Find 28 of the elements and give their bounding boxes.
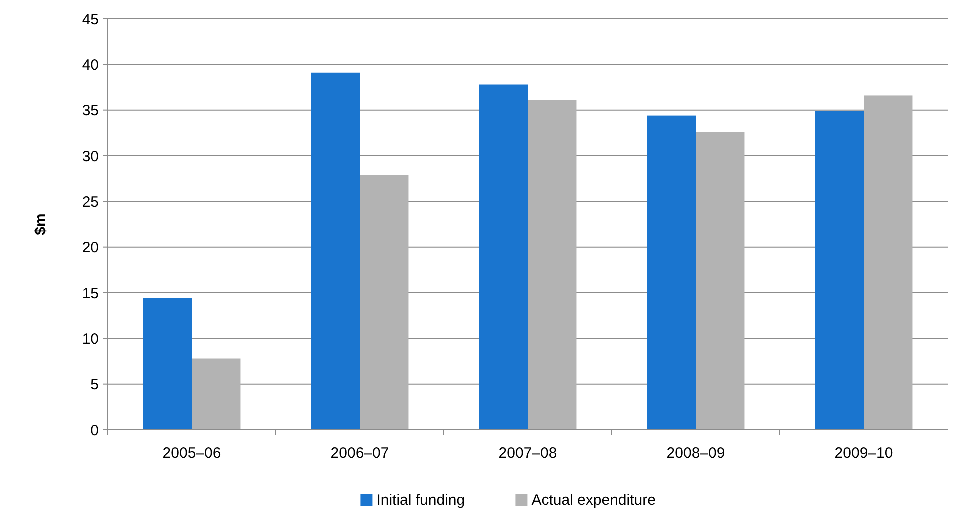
bar [311, 72, 360, 430]
y-tick-label: 35 [82, 102, 99, 120]
y-tick-label: 30 [82, 148, 99, 166]
bar [479, 84, 528, 430]
y-tick-label: 10 [82, 330, 99, 348]
bar [360, 175, 409, 430]
x-tick-label: 2008–09 [666, 445, 726, 462]
y-tick-label: 20 [82, 240, 99, 257]
x-tick-label: 2005–06 [162, 445, 222, 462]
y-tick-label: 25 [82, 194, 99, 211]
x-tick-label: 2007–08 [498, 445, 558, 462]
bar [815, 111, 864, 430]
bar [192, 358, 241, 430]
y-tick-label: 15 [82, 285, 99, 302]
y-tick-label: 40 [82, 56, 99, 74]
y-tick-label: 5 [90, 376, 99, 394]
bar [696, 132, 745, 430]
x-tick-label: 2009–10 [834, 445, 894, 462]
x-tick-label: 2006–07 [330, 445, 390, 462]
bar [864, 96, 913, 430]
bar [647, 116, 696, 430]
bar [143, 298, 192, 430]
y-axis-title: $m [32, 214, 50, 236]
y-tick-label: 45 [82, 11, 99, 28]
legend-label: Initial funding [376, 492, 466, 509]
legend-label: Actual expenditure [532, 492, 656, 509]
y-tick-label: 0 [90, 422, 99, 440]
bar [528, 100, 577, 430]
